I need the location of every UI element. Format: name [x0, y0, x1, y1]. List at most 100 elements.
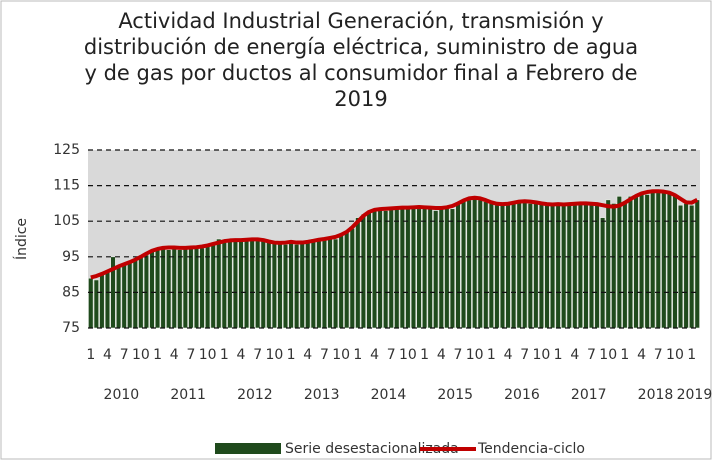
bar [277, 242, 283, 329]
bar [666, 192, 673, 329]
bar [616, 195, 622, 329]
bar [115, 267, 122, 329]
bar [538, 203, 545, 329]
y-axis-label: Índice [13, 218, 30, 260]
x-tick-label: 4 [570, 347, 579, 363]
bar [544, 204, 550, 329]
x-tick-label: 10 [399, 347, 417, 363]
bar [416, 208, 422, 329]
bar [204, 245, 211, 329]
bar [421, 206, 428, 329]
bar [583, 203, 589, 329]
x-tick-label: 1 [86, 347, 95, 363]
bar [188, 247, 194, 329]
bar [522, 199, 528, 329]
x-tick-label: 4 [370, 347, 379, 363]
bar [216, 238, 222, 329]
bar [588, 203, 595, 329]
bar [366, 212, 372, 329]
bar [338, 233, 344, 329]
bar [689, 204, 695, 329]
bar [121, 263, 127, 329]
bar [672, 194, 678, 329]
bar [127, 261, 133, 329]
bar [622, 201, 628, 329]
bar [472, 197, 478, 329]
bar [599, 217, 606, 329]
bar [299, 240, 305, 329]
year-label: 2017 [571, 387, 607, 403]
x-tick-label: 10 [466, 347, 484, 363]
year-label: 2013 [304, 387, 340, 403]
bar [572, 204, 578, 329]
bar [455, 203, 461, 329]
bar [132, 260, 138, 329]
bar [327, 236, 333, 329]
bar [655, 192, 661, 329]
bar [483, 201, 489, 329]
x-tick-label: 4 [237, 347, 246, 363]
y-tick-label: 85 [62, 284, 80, 300]
bar [227, 240, 233, 329]
bar [605, 199, 611, 329]
x-tick-label: 1 [620, 347, 629, 363]
bar [149, 251, 155, 329]
bar [661, 190, 667, 329]
x-tick-label: 7 [320, 347, 329, 363]
bar [510, 201, 517, 329]
bar [166, 249, 172, 329]
x-tick-label: 1 [353, 347, 362, 363]
bar [549, 204, 556, 329]
bar [349, 228, 355, 329]
bar [104, 270, 111, 329]
x-tick-label: 4 [437, 347, 446, 363]
bar [388, 208, 394, 329]
bar [427, 208, 433, 329]
bar [633, 194, 639, 329]
year-label: 2012 [237, 387, 273, 403]
x-tick-label: 7 [253, 347, 262, 363]
x-tick-label: 10 [265, 347, 283, 363]
bar [193, 245, 200, 329]
bar [271, 242, 278, 329]
bar [260, 238, 266, 329]
bar [516, 201, 522, 329]
bar [405, 206, 411, 329]
legend-label: Tendencia-ciclo [477, 441, 585, 457]
bar [182, 247, 189, 329]
x-tick-label: 1 [220, 347, 229, 363]
trend-line [90, 189, 699, 280]
y-tick-label: 115 [53, 178, 80, 194]
year-label: 2016 [504, 387, 540, 403]
y-tick-label: 125 [53, 142, 80, 158]
year-label: 2015 [437, 387, 473, 403]
year-label: 2018 [638, 387, 674, 403]
bar [316, 240, 322, 329]
bar [99, 274, 105, 329]
x-tick-label: 7 [454, 347, 463, 363]
bar [243, 238, 250, 329]
x-tick-label: 7 [587, 347, 596, 363]
bar [644, 194, 650, 329]
x-tick-label: 1 [554, 347, 563, 363]
bar [561, 204, 567, 329]
bar [399, 208, 405, 329]
bar [555, 203, 561, 329]
bar [377, 208, 383, 329]
bar [505, 204, 511, 329]
bar [143, 254, 150, 329]
x-tick-label: 4 [303, 347, 312, 363]
bar [627, 195, 634, 329]
bar [527, 203, 533, 329]
bar [332, 238, 339, 329]
x-tick-label: 10 [332, 347, 350, 363]
bar [255, 240, 261, 329]
bar [499, 203, 506, 329]
bar [410, 206, 417, 329]
year-label: 2014 [371, 387, 407, 403]
x-tick-label: 7 [654, 347, 663, 363]
x-tick-label: 1 [153, 347, 162, 363]
bar [221, 242, 227, 329]
bar [232, 238, 239, 329]
